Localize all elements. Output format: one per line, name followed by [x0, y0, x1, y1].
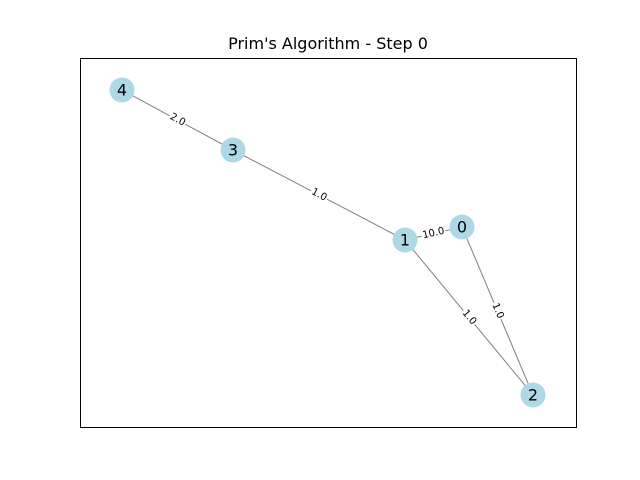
nodes-layer: 0 1 2 3 4 [109, 77, 546, 408]
edge-labels-layer: 2.0 1.0 10.0 1.0 1.0 [167, 110, 507, 328]
node-label-4: 4 [117, 81, 127, 100]
plot-frame [80, 58, 577, 428]
edge-label-background [488, 300, 507, 322]
node-3 [220, 137, 246, 163]
edge-weight-label-group: 2.0 [167, 110, 188, 130]
node-1 [392, 227, 418, 253]
edge-label-background [167, 110, 188, 130]
edge-weight-label-group: 1.0 [488, 300, 507, 322]
edges-layer [121, 89, 534, 396]
edge-weight-label-group: 1.0 [308, 185, 330, 205]
node-2 [520, 382, 546, 408]
node-label-2: 2 [528, 386, 538, 405]
edge-label-background [308, 185, 330, 205]
edge-weight-label-group: 1.0 [459, 307, 479, 328]
node-label-3: 3 [228, 141, 238, 160]
edge-label-background [459, 307, 479, 328]
node-4 [109, 77, 135, 103]
node-0 [449, 214, 475, 240]
edge-weight-label: 10.0 [421, 226, 445, 242]
diagram-title: Prim's Algorithm - Step 0 [228, 34, 428, 53]
node-label-1: 1 [400, 231, 410, 250]
node-label-0: 0 [457, 218, 467, 237]
edge-weight-label: 1.0 [460, 308, 479, 327]
edge-weight-label-group: 10.0 [420, 225, 447, 242]
edge-label-background [420, 225, 447, 242]
